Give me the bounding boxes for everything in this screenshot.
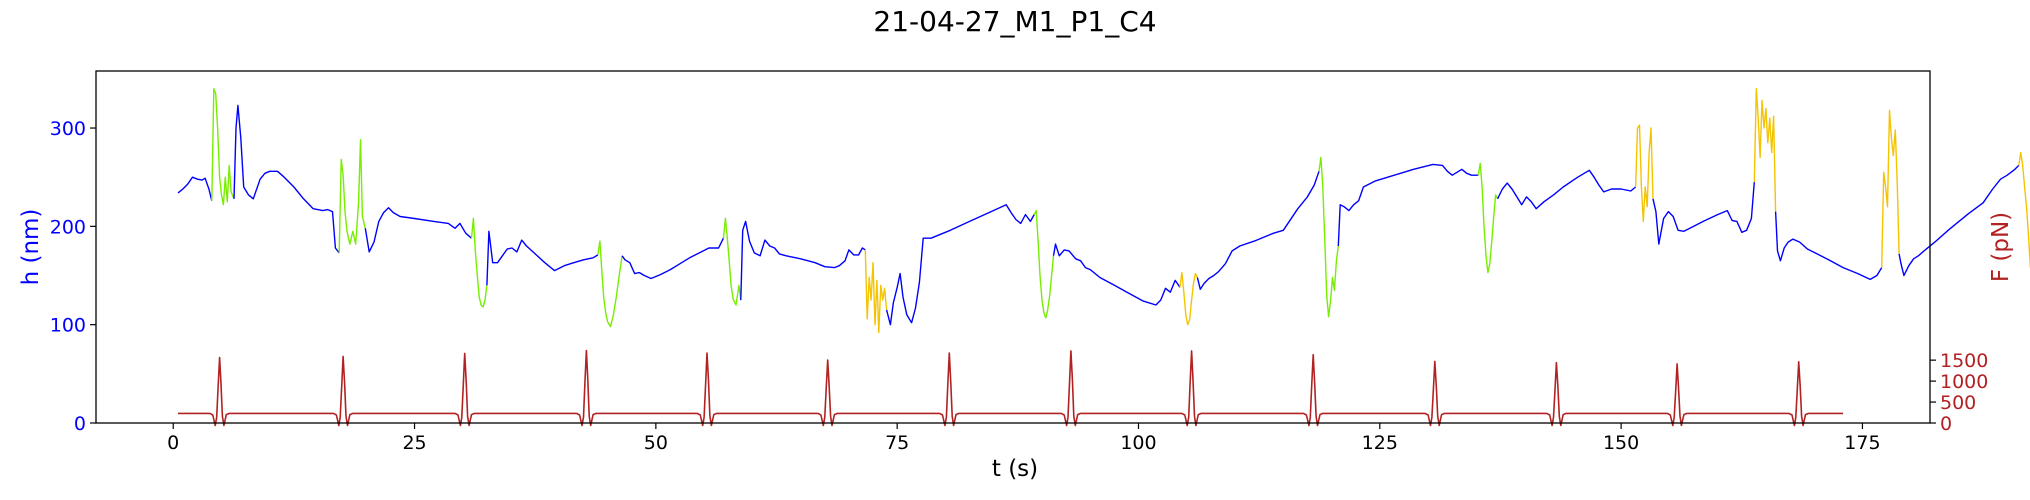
height-segment-green-3 <box>338 139 366 253</box>
height-segment-yellow-27 <box>2018 151 2030 269</box>
height-segment-passive-18 <box>1337 163 1479 247</box>
x-tick-label: 50 <box>644 432 668 454</box>
height-segment-yellow-11 <box>864 249 888 334</box>
chart-title: 21-04-27_M1_P1_C4 <box>873 5 1156 38</box>
x-tick-label: 150 <box>1603 432 1639 454</box>
x-tick-label: 125 <box>1362 432 1398 454</box>
height-segment-yellow-23 <box>1753 87 1777 212</box>
left-y-tick-label: 0 <box>74 413 86 435</box>
height-segment-green-1 <box>211 87 235 206</box>
right-y-axis-label: F (pN) <box>1988 212 2014 282</box>
plot-frame <box>95 70 1931 424</box>
right-y-tick-label: 500 <box>1940 392 1976 414</box>
height-segment-yellow-25 <box>1881 109 1900 268</box>
x-tick-label: 100 <box>1120 432 1156 454</box>
plot-area <box>177 87 2030 427</box>
x-tick-label: 175 <box>1844 432 1880 454</box>
height-segment-passive-20 <box>1496 169 1637 210</box>
height-segment-green-19 <box>1477 162 1499 274</box>
force-series-line <box>178 349 1844 427</box>
x-tick-label: 75 <box>885 432 909 454</box>
height-segment-passive-14 <box>1052 243 1181 306</box>
height-segment-passive-24 <box>1774 211 1883 281</box>
height-segment-passive-10 <box>740 220 866 301</box>
height-segment-passive-4 <box>364 206 472 253</box>
height-segment-green-9 <box>722 217 742 306</box>
height-segment-passive-6 <box>486 230 599 286</box>
left-y-tick-label: 200 <box>50 216 86 238</box>
right-y-tick-label: 1500 <box>1940 350 1988 372</box>
height-segment-passive-0 <box>177 176 213 201</box>
force-series-group <box>178 349 1844 427</box>
x-tick-label: 0 <box>167 432 179 454</box>
height-segment-passive-16 <box>1196 171 1320 290</box>
x-axis-label: t (s) <box>992 456 1038 482</box>
left-y-tick-label: 100 <box>50 315 86 337</box>
x-tick-label: 25 <box>402 432 426 454</box>
left-y-tick-label: 300 <box>50 118 86 140</box>
height-segment-green-7 <box>597 240 623 328</box>
height-segment-passive-26 <box>1898 164 2020 277</box>
height-segment-passive-2 <box>233 104 340 254</box>
tick-layer: 0 25 50 75 100 125 150 175010020030005001000150… <box>50 118 1989 454</box>
height-segment-green-5 <box>470 217 488 308</box>
height-segment-yellow-21 <box>1634 124 1654 223</box>
height-segment-passive-8 <box>621 237 725 280</box>
height-segment-yellow-15 <box>1179 271 1199 326</box>
height-segment-passive-12 <box>885 203 1035 326</box>
height-segment-green-17 <box>1318 156 1339 318</box>
right-y-tick-label: 1000 <box>1940 371 1988 393</box>
left-y-axis-label: h (nm) <box>18 209 44 286</box>
height-series-group <box>177 87 2030 334</box>
height-segment-passive-22 <box>1652 182 1755 245</box>
right-y-tick-label: 0 <box>1940 413 1952 435</box>
height-segment-green-13 <box>1033 209 1055 319</box>
